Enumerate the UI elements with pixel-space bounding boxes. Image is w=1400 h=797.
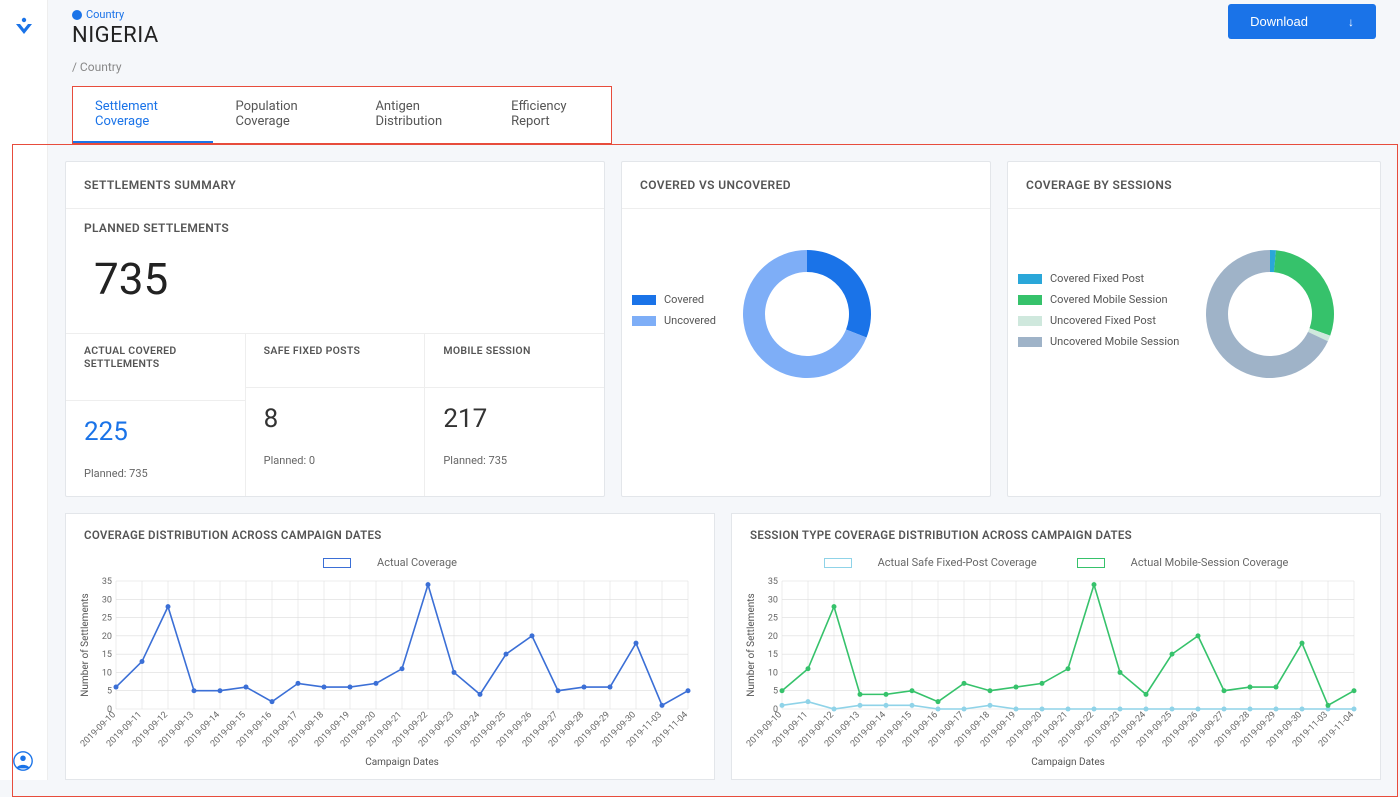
card-title: SESSION TYPE COVERAGE DISTRIBUTION ACROS… <box>732 514 1380 556</box>
svg-text:35: 35 <box>768 577 778 587</box>
svg-text:15: 15 <box>102 650 112 660</box>
download-button[interactable]: Download ↓ <box>1228 4 1376 39</box>
stat-value: 225 <box>84 417 227 447</box>
svg-text:10: 10 <box>102 668 112 678</box>
legend-label: Actual Safe Fixed-Post Coverage <box>878 556 1037 569</box>
legend-swatch <box>824 558 852 568</box>
legend-label: Actual Mobile-Session Coverage <box>1131 556 1289 569</box>
stat-block: MOBILE SESSION 217 Planned: 735 <box>425 334 604 496</box>
donut-legend: Covered Uncovered <box>632 293 716 335</box>
stat-value: 8 <box>264 404 407 434</box>
download-button-label: Download <box>1250 14 1308 29</box>
stat-value: 217 <box>443 404 586 434</box>
app-logo-icon <box>12 16 36 40</box>
legend-swatch <box>1018 274 1042 284</box>
stats-row: ACTUAL COVERED SETTLEMENTS 225 Planned: … <box>66 333 604 496</box>
chart-legend: Actual Safe Fixed-Post Coverage Actual Mo… <box>744 556 1368 571</box>
svg-text:25: 25 <box>768 613 778 623</box>
legend-swatch <box>632 316 656 326</box>
card-title: SETTLEMENTS SUMMARY <box>66 162 604 209</box>
covered-donut-chart <box>722 229 892 399</box>
covered-uncovered-card: COVERED VS UNCOVERED Covered Uncovered <box>621 161 991 497</box>
legend-label: Actual Coverage <box>377 556 457 569</box>
svg-text:5: 5 <box>107 686 112 696</box>
legend-label: Uncovered Mobile Session <box>1050 335 1179 348</box>
svg-text:Campaign Dates: Campaign Dates <box>1031 757 1105 767</box>
svg-text:20: 20 <box>768 631 778 641</box>
legend-swatch <box>1018 316 1042 326</box>
sessions-donut-chart <box>1185 229 1355 399</box>
legend-item: Actual Mobile-Session Coverage <box>1067 556 1299 569</box>
page-header: Country NIGERIA Download ↓ / Country Set… <box>48 0 1400 144</box>
download-arrow-icon: ↓ <box>1348 15 1354 29</box>
header-category: Country <box>72 8 1376 21</box>
legend-item: Uncovered <box>632 314 716 327</box>
stat-label: MOBILE SESSION <box>425 344 604 388</box>
chart-legend: Actual Coverage <box>78 556 702 571</box>
svg-text:25: 25 <box>102 613 112 623</box>
breadcrumb[interactable]: / Country <box>72 60 1376 74</box>
donut-legend: Covered Fixed Post Covered Mobile Session… <box>1018 272 1179 356</box>
legend-swatch <box>1077 558 1105 568</box>
session-distribution-card: SESSION TYPE COVERAGE DISTRIBUTION ACROS… <box>731 513 1381 780</box>
legend-item: Uncovered Mobile Session <box>1018 335 1179 348</box>
planned-settlements-label: PLANNED SETTLEMENTS <box>66 209 604 235</box>
legend-item: Covered Fixed Post <box>1018 272 1179 285</box>
tab-efficiency-report[interactable]: Efficiency Report <box>489 87 611 143</box>
card-title: COVERED VS UNCOVERED <box>622 162 990 209</box>
svg-text:20: 20 <box>102 631 112 641</box>
svg-text:5: 5 <box>773 686 778 696</box>
stat-label: ACTUAL COVERED SETTLEMENTS <box>66 344 245 401</box>
stat-block: SAFE FIXED POSTS 8 Planned: 0 <box>246 334 426 496</box>
legend-label: Uncovered <box>664 314 716 327</box>
stat-label: SAFE FIXED POSTS <box>246 344 425 388</box>
legend-swatch <box>323 558 351 568</box>
content-frame: SETTLEMENTS SUMMARY PLANNED SETTLEMENTS … <box>12 144 1398 797</box>
legend-label: Uncovered Fixed Post <box>1050 314 1156 327</box>
coverage-line-chart: 051015202530352019-09-102019-09-112019-0… <box>78 577 698 767</box>
svg-text:Number of Settlements: Number of Settlements <box>745 593 757 696</box>
svg-text:35: 35 <box>102 577 112 587</box>
stat-block: ACTUAL COVERED SETTLEMENTS 225 Planned: … <box>66 334 246 496</box>
card-title: COVERAGE BY SESSIONS <box>1008 162 1380 209</box>
category-dot-icon <box>72 10 82 20</box>
svg-text:30: 30 <box>768 595 778 605</box>
legend-swatch <box>1018 337 1042 347</box>
svg-text:10: 10 <box>768 668 778 678</box>
coverage-distribution-card: COVERAGE DISTRIBUTION ACROSS CAMPAIGN DA… <box>65 513 715 780</box>
stat-planned: Planned: 735 <box>84 467 227 480</box>
legend-swatch <box>1018 295 1042 305</box>
svg-text:Number of Settlements: Number of Settlements <box>79 593 91 696</box>
stat-planned: Planned: 0 <box>264 454 407 467</box>
tab-antigen-distribution[interactable]: Antigen Distribution <box>353 87 489 143</box>
legend-item: Covered Mobile Session <box>1018 293 1179 306</box>
legend-label: Covered Fixed Post <box>1050 272 1144 285</box>
settlements-summary-card: SETTLEMENTS SUMMARY PLANNED SETTLEMENTS … <box>65 161 605 497</box>
tab-population-coverage[interactable]: Population Coverage <box>213 87 353 143</box>
card-title: COVERAGE DISTRIBUTION ACROSS CAMPAIGN DA… <box>66 514 714 556</box>
legend-label: Covered Mobile Session <box>1050 293 1168 306</box>
svg-text:15: 15 <box>768 650 778 660</box>
tab-settlement-coverage[interactable]: Settlement Coverage <box>73 87 213 143</box>
tabs-bar: Settlement CoveragePopulation CoverageAn… <box>72 86 612 144</box>
session-line-chart: 051015202530352019-09-102019-09-112019-0… <box>744 577 1364 767</box>
legend-swatch <box>632 295 656 305</box>
legend-item: Uncovered Fixed Post <box>1018 314 1179 327</box>
svg-text:Campaign Dates: Campaign Dates <box>365 757 439 767</box>
coverage-sessions-card: COVERAGE BY SESSIONS Covered Fixed PostC… <box>1007 161 1381 497</box>
svg-text:30: 30 <box>102 595 112 605</box>
stat-planned: Planned: 735 <box>443 454 586 467</box>
legend-item: Actual Safe Fixed-Post Coverage <box>814 556 1047 569</box>
page-title: NIGERIA <box>72 23 1376 48</box>
legend-item: Covered <box>632 293 716 306</box>
legend-item: Actual Coverage <box>313 556 467 569</box>
header-category-text: Country <box>86 8 124 21</box>
planned-settlements-value: 735 <box>66 235 604 333</box>
legend-label: Covered <box>664 293 704 306</box>
